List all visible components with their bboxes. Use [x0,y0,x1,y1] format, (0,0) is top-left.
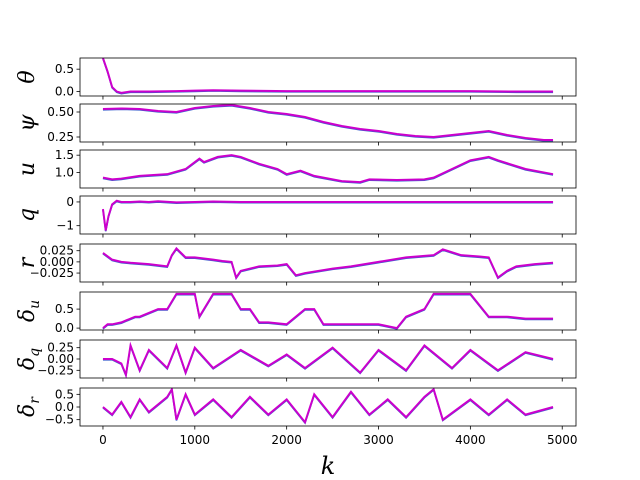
y-tick-label: −0.25 [37,363,74,377]
y-tick-label: 0.0 [55,85,74,99]
subplot-frame [79,291,577,331]
subplot-delta_rc: 0.50.0−0.5δr [15,387,577,430]
y-tick-label: 0 [66,195,74,209]
x-axis-label: k [321,452,336,480]
series-line-reference [102,58,554,95]
y-axis-label-subscript: u [27,300,43,309]
series-line-actual [102,58,554,94]
y-tick-label: 0.000 [40,255,74,269]
y-tick-label: 1.5 [55,148,74,162]
subplot-frame [79,195,577,235]
series-line-actual [102,104,554,141]
subplot-panels: 0.50.0θ0.500.25ψ1.51.0u0−1q0.0250.000−0.… [15,57,577,430]
x-tick-label: 2000 [271,433,302,447]
series-line-actual [101,199,554,231]
series-line-actual [102,154,554,184]
y-tick-label: 0.5 [55,62,74,76]
y-tick-label: 1.0 [55,165,74,179]
y-tick-label: −0.025 [30,266,74,280]
series-line-actual [102,246,554,280]
subplot-theta: 0.5 0.0 θ [15,57,577,100]
subplot-delta_uc: 0.5 0.0 δu [15,291,577,335]
subplot-frame [79,103,577,143]
y-axis-label: δu [15,300,43,322]
series-line-actual [102,388,554,425]
x-tick-label: 5000 [547,433,578,447]
y-tick-label: −0.5 [45,413,74,427]
subplot-psi: 0.50 0.25 ψ [15,103,577,146]
x-tick-label: 3000 [363,433,394,447]
y-axis-label: u [15,162,40,176]
x-axis: 0 1000 2000 3000 4000 5000 [99,433,577,447]
y-tick-label: 0.025 [40,244,74,258]
y-tick-label: 0.5 [55,387,74,401]
subplot-frame [79,57,577,97]
y-axis-label-subscript: r [27,396,43,404]
y-axis-label: q [15,208,40,222]
y-axis-label: θ [15,70,40,83]
series-line-reference [102,248,554,281]
subplot-q: 0 −1 q [15,195,577,238]
y-tick-label: 0.0 [55,400,74,414]
y-tick-label: 0.0 [55,321,74,335]
series-line-actual [102,341,554,378]
y-tick-label: 0.00 [47,352,74,366]
y-tick-label: 0.5 [55,302,74,316]
subplot-frame [79,243,577,283]
series-line-reference [102,388,554,425]
x-tick-label: 4000 [455,433,486,447]
subplot-frame [79,339,577,379]
y-tick-label: 0.25 [47,341,74,355]
y-tick-label: −1 [56,219,74,233]
subplot-frame [79,149,577,189]
series-line-reference [102,200,554,232]
y-axis-label: δq [15,348,43,370]
y-tick-label: 0.25 [47,130,74,144]
y-axis-label-subscript: q [27,348,43,357]
y-axis-label: δr [15,396,43,417]
x-tick-label: 0 [99,433,107,447]
x-tick-label: 1000 [180,433,211,447]
series-line-actual [102,292,554,330]
y-tick-label: 0.50 [47,105,74,119]
y-axis-label: ψ [15,114,40,132]
subplot-u: 1.5 1.0 u [15,148,577,192]
y-axis-label: r [15,256,40,268]
